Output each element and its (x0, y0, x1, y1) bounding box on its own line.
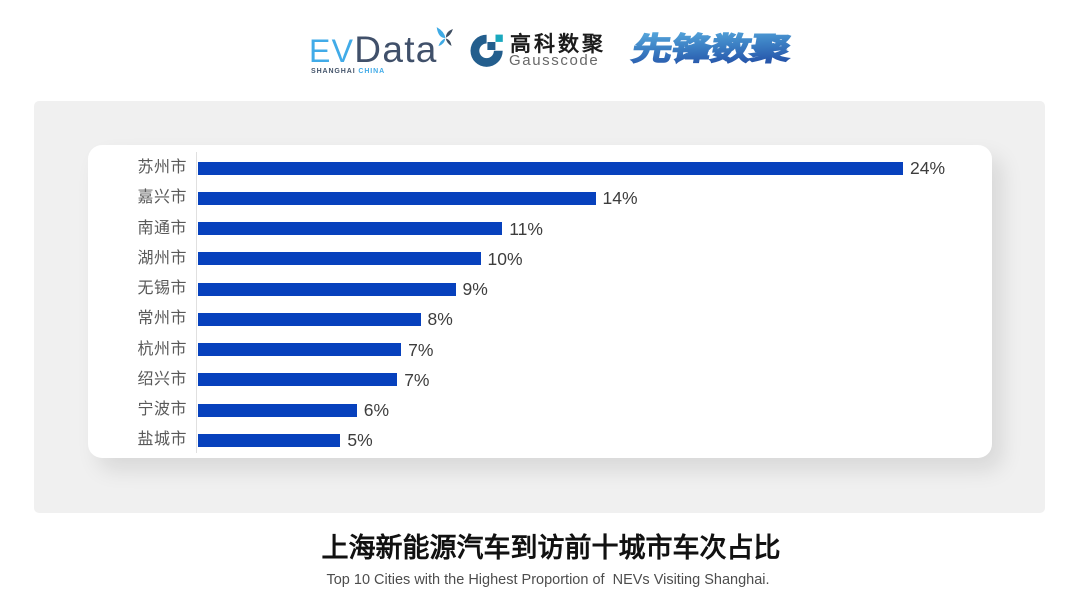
svg-text:先锋数聚: 先锋数聚 (630, 32, 794, 67)
